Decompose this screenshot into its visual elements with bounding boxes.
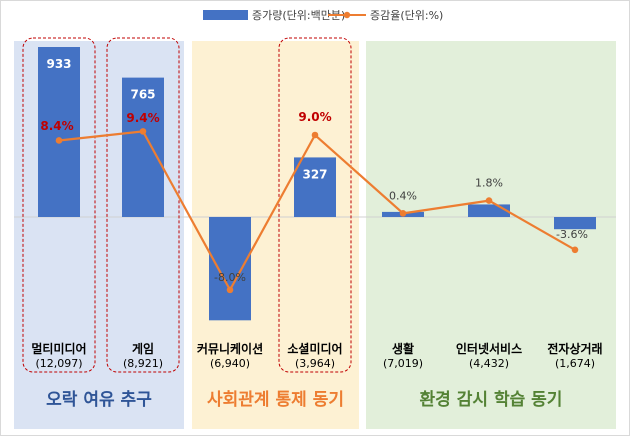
category-count-1: (12,097): [35, 357, 82, 370]
group-title-2: 사회관계 통제 동기: [207, 390, 344, 410]
category-label-5: 생활: [392, 341, 414, 356]
category-label-2: 게임: [132, 342, 154, 356]
category-label-3: 커뮤니케이션: [197, 341, 263, 356]
category-label-7: 전자상거래: [547, 341, 602, 356]
category-count-4: (3,964): [295, 357, 335, 370]
category-label-4: 소셜미디어: [287, 341, 342, 356]
growth-rate-label-2: 9.4%: [126, 111, 159, 125]
bar-2: [122, 77, 164, 217]
growth-rate-point-5: [399, 210, 407, 217]
category-count-2: (8,921): [123, 357, 163, 370]
growth-rate-label-6: 1.8%: [475, 177, 503, 190]
growth-rate-label-4: 9.0%: [298, 110, 331, 124]
legend-line-marker: [343, 11, 351, 19]
bar-value-label-1: 933: [46, 57, 71, 71]
legend-line-label: 증감율(단위:%): [370, 9, 443, 22]
growth-rate-label-3: -8.0%: [214, 271, 246, 284]
highlight-box-2: [106, 37, 180, 373]
bar-3: [209, 217, 251, 321]
bar-6: [468, 204, 510, 217]
bar-value-label-4: 327: [302, 167, 327, 181]
growth-rate-point-4: [311, 131, 319, 139]
category-count-5: (7,019): [383, 357, 423, 370]
highlight-box-4: [278, 37, 352, 373]
bar-value-label-2: 765: [130, 88, 155, 102]
growth-rate-label-1: 8.4%: [40, 119, 73, 133]
category-count-3: (6,940): [210, 357, 250, 370]
growth-rate-point-1: [55, 137, 63, 144]
growth-rate-point-3: [226, 286, 234, 294]
legend-bar-swatch: [203, 10, 248, 20]
growth-rate-label-5: 0.4%: [389, 189, 417, 202]
category-count-7: (1,674): [555, 357, 595, 370]
growth-rate-point-2: [139, 128, 147, 135]
growth-rate-label-7: -3.6%: [556, 228, 588, 241]
category-count-6: (4,432): [469, 357, 509, 370]
growth-rate-point-6: [485, 197, 493, 204]
legend-bar-label: 증가량(단위:백만분): [252, 9, 345, 22]
highlight-box-1: [22, 37, 96, 373]
bar-7: [554, 217, 596, 230]
group-title-3: 환경 감시 학습 동기: [420, 390, 563, 410]
group-title-1: 오락 여유 추구: [46, 390, 152, 410]
growth-rate-point-7: [571, 246, 579, 254]
bar-4: [294, 157, 336, 217]
bar-1: [38, 47, 80, 217]
category-label-1: 멀티미디어: [31, 341, 86, 356]
group-panel-3: [366, 41, 616, 429]
category-label-6: 인터넷서비스: [456, 341, 522, 356]
